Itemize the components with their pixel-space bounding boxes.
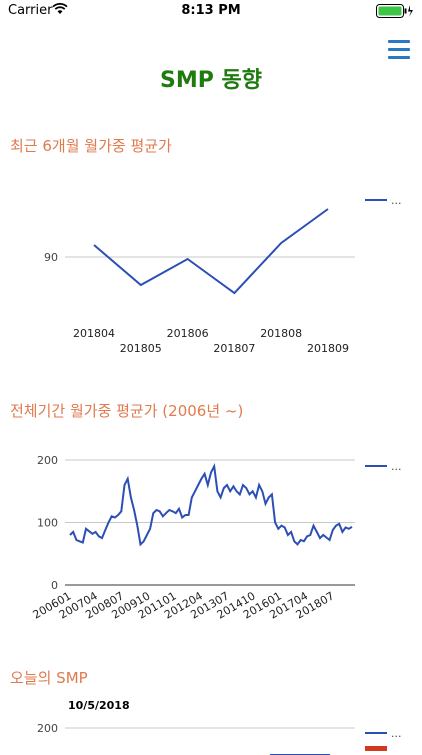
section-title-full-period: 전체기간 월가중 평균가 (2006년 ~)	[10, 400, 243, 421]
status-bar: Carrier 8:13 PM	[0, 0, 422, 22]
series-line	[94, 209, 328, 293]
x-tick-label: 201808	[260, 327, 302, 340]
legend-swatch-2	[365, 746, 387, 751]
page-title: SMP 동향	[0, 62, 422, 94]
series-line	[70, 466, 352, 544]
x-tick-label: 201806	[167, 327, 209, 340]
legend-label: ...	[391, 727, 402, 740]
x-tick-label: 201804	[73, 327, 115, 340]
y-tick-label: 0	[51, 579, 58, 592]
full-period-chart: 0100200200601200704200807200910201101201…	[0, 440, 422, 650]
x-tick-label: 201809	[307, 342, 349, 355]
legend-label: ...	[391, 194, 402, 207]
recent-6-months-chart: 90 201804 201805 201806 201807 201808 201809..…	[0, 165, 422, 385]
section-title-today: 오늘의 SMP	[10, 667, 88, 688]
hamburger-menu-icon[interactable]	[388, 40, 410, 58]
legend-label: ...	[391, 460, 402, 473]
y-tick-label: 200	[37, 722, 58, 735]
y-tick-label: 90	[44, 251, 58, 264]
battery-icon	[376, 4, 414, 18]
section-title-recent: 최근 6개월 월가중 평균가	[10, 135, 172, 156]
y-tick-label: 200	[37, 454, 58, 467]
y-tick-label: 100	[37, 517, 58, 530]
today-date-label: 10/5/2018	[68, 699, 130, 712]
x-tick-label: 201807	[213, 342, 255, 355]
x-tick-label: 201805	[120, 342, 162, 355]
today-smp-chart: 200...	[0, 715, 422, 755]
clock-label: 8:13 PM	[0, 3, 422, 18]
